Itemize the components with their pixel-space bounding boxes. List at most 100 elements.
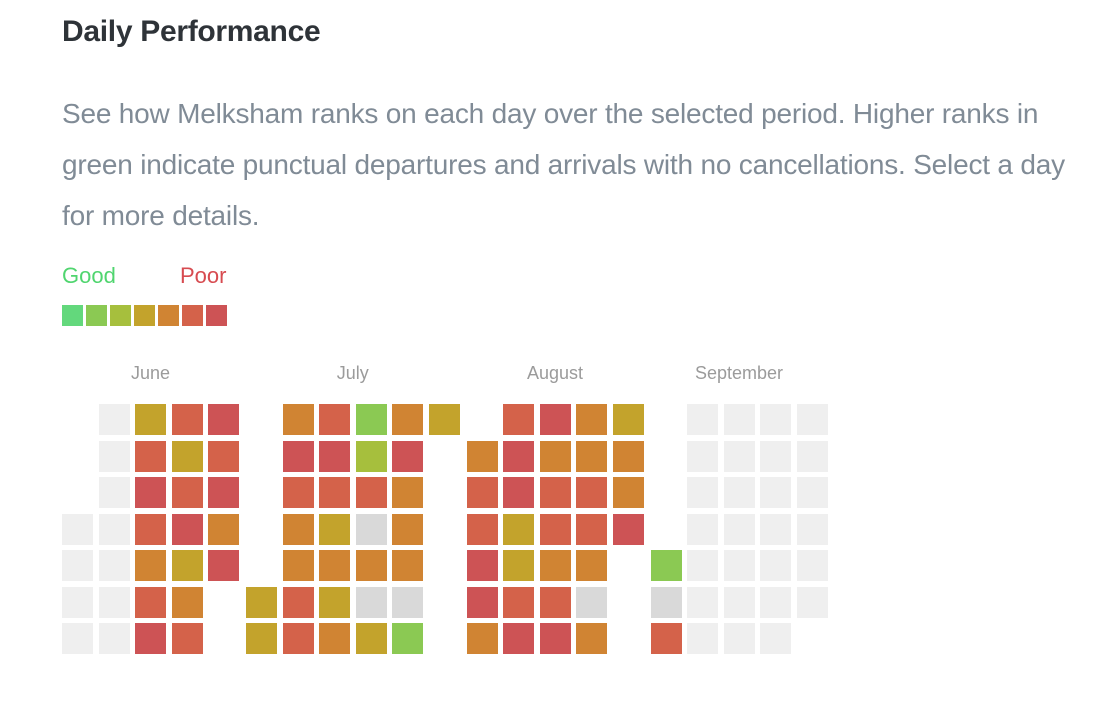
day-cell: [796, 440, 828, 472]
day-cell[interactable]: [392, 440, 423, 472]
day-cell: [62, 623, 93, 654]
day-cell[interactable]: [503, 440, 534, 472]
day-cell[interactable]: [650, 550, 682, 581]
day-cell-empty: [651, 477, 682, 508]
day-cell[interactable]: [135, 477, 166, 508]
day-cell: [760, 404, 791, 435]
day-cell[interactable]: [466, 586, 498, 618]
day-cell[interactable]: [319, 623, 350, 654]
day-cell[interactable]: [282, 586, 314, 618]
day-cell[interactable]: [208, 477, 239, 508]
day-cell[interactable]: [208, 404, 239, 435]
day-cell[interactable]: [355, 477, 387, 508]
day-cell[interactable]: [503, 550, 534, 581]
day-cell: [62, 513, 93, 545]
day-cell[interactable]: [392, 477, 423, 508]
day-cell[interactable]: [171, 550, 203, 581]
day-cell[interactable]: [208, 513, 239, 545]
day-cell-empty: [429, 514, 460, 545]
day-cell[interactable]: [576, 513, 607, 545]
day-cell[interactable]: [282, 477, 314, 508]
day-cell[interactable]: [539, 513, 571, 545]
day-cell[interactable]: [282, 440, 314, 472]
day-cell[interactable]: [355, 623, 387, 654]
day-cell[interactable]: [208, 440, 239, 472]
day-cell[interactable]: [355, 440, 387, 472]
day-cell[interactable]: [503, 404, 534, 435]
day-cell[interactable]: [208, 550, 239, 581]
day-cell[interactable]: [392, 404, 423, 435]
day-cell[interactable]: [466, 623, 498, 654]
day-cell[interactable]: [135, 623, 166, 654]
day-cell[interactable]: [539, 404, 571, 435]
day-cell[interactable]: [171, 586, 203, 618]
day-cell: [760, 440, 791, 472]
day-cell[interactable]: [466, 440, 498, 472]
day-cell[interactable]: [576, 477, 607, 508]
day-cell[interactable]: [319, 550, 350, 581]
day-cell[interactable]: [539, 440, 571, 472]
day-cell[interactable]: [392, 623, 423, 654]
day-cell[interactable]: [171, 477, 203, 508]
day-cell[interactable]: [246, 623, 277, 654]
month-grid: [466, 404, 644, 654]
day-cell[interactable]: [612, 477, 644, 508]
day-cell[interactable]: [135, 550, 166, 581]
day-cell[interactable]: [612, 404, 644, 435]
day-cell[interactable]: [135, 404, 166, 435]
day-cell[interactable]: [355, 550, 387, 581]
day-cell[interactable]: [392, 513, 423, 545]
day-cell[interactable]: [135, 586, 166, 618]
day-cell[interactable]: [135, 440, 166, 472]
day-cell[interactable]: [171, 513, 203, 545]
day-cell[interactable]: [576, 440, 607, 472]
day-cell: [723, 550, 755, 581]
day-cell[interactable]: [612, 440, 644, 472]
day-cell[interactable]: [428, 404, 460, 435]
day-cell[interactable]: [319, 404, 350, 435]
day-cell[interactable]: [319, 440, 350, 472]
day-cell[interactable]: [319, 513, 350, 545]
day-cell[interactable]: [576, 550, 607, 581]
day-cell[interactable]: [539, 477, 571, 508]
day-cell[interactable]: [171, 440, 203, 472]
day-cell[interactable]: [503, 623, 534, 654]
day-cell: [62, 586, 93, 618]
day-cell[interactable]: [466, 513, 498, 545]
month-grid: [246, 404, 460, 654]
day-cell[interactable]: [539, 586, 571, 618]
day-cell[interactable]: [319, 477, 350, 508]
day-cell[interactable]: [503, 513, 534, 545]
day-cell: [723, 513, 755, 545]
day-cell-empty: [651, 441, 682, 472]
day-cell[interactable]: [282, 623, 314, 654]
day-cell[interactable]: [650, 623, 682, 654]
month-label: July: [336, 363, 369, 383]
day-cell[interactable]: [392, 550, 423, 581]
day-cell[interactable]: [355, 404, 387, 435]
day-cell-empty: [246, 441, 277, 472]
day-cell[interactable]: [466, 550, 498, 581]
day-cell[interactable]: [503, 477, 534, 508]
day-cell[interactable]: [576, 623, 607, 654]
day-cell[interactable]: [319, 586, 350, 618]
legend: Good Poor: [62, 263, 1116, 326]
day-cell[interactable]: [466, 477, 498, 508]
day-cell: [392, 586, 423, 618]
day-cell[interactable]: [282, 550, 314, 581]
day-cell[interactable]: [282, 513, 314, 545]
day-cell[interactable]: [539, 550, 571, 581]
day-cell[interactable]: [282, 404, 314, 435]
day-cell: [576, 586, 607, 618]
day-cell[interactable]: [576, 404, 607, 435]
day-cell[interactable]: [503, 586, 534, 618]
day-cell[interactable]: [171, 404, 203, 435]
day-cell[interactable]: [539, 623, 571, 654]
month-september: September: [650, 362, 828, 654]
day-cell: [98, 513, 130, 545]
day-cell[interactable]: [612, 513, 644, 545]
day-cell[interactable]: [135, 513, 166, 545]
day-cell[interactable]: [171, 623, 203, 654]
day-cell[interactable]: [246, 586, 277, 618]
day-cell: [98, 404, 130, 435]
